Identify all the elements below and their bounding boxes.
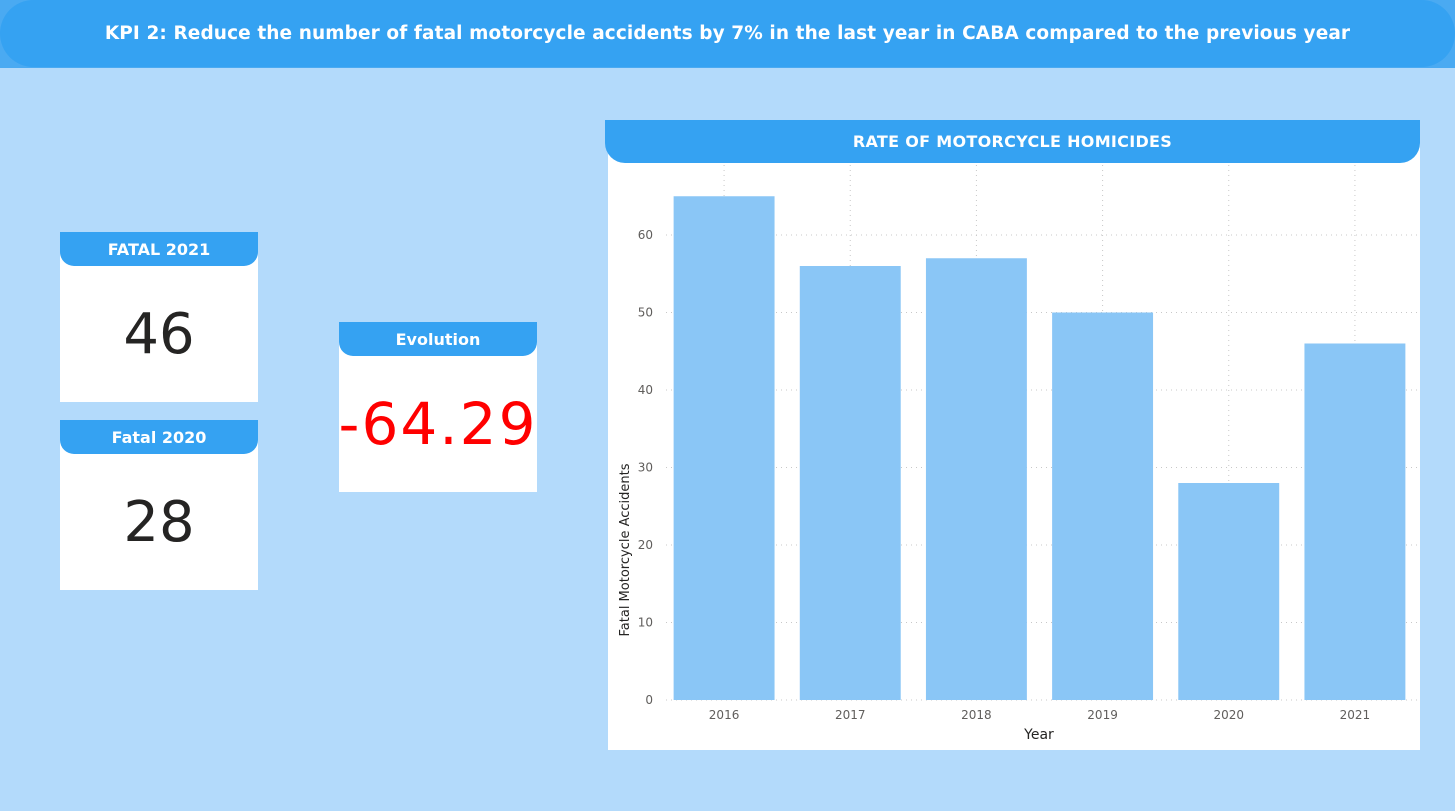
kpi-card-header: Evolution <box>339 322 537 356</box>
x-axis-label: Year <box>1023 727 1054 743</box>
bar-2018[interactable] <box>925 258 1027 700</box>
bar-chart[interactable]: 0 10 20 30 40 50 60 2016 2017 2018 2019 2020 2021 F… <box>608 120 1420 750</box>
kpi-value-evolution: -64.29 <box>338 390 538 458</box>
y-tick-label: 10 <box>638 616 653 630</box>
y-tick-label: 30 <box>638 461 653 475</box>
kpi-value-fatal-2021: 46 <box>123 301 195 367</box>
x-tick-label: 2021 <box>1340 708 1371 722</box>
y-tick-label: 20 <box>638 538 653 552</box>
bar-2021[interactable] <box>1304 343 1406 701</box>
chart-title: RATE OF MOTORCYCLE HOMICIDES <box>605 120 1420 163</box>
x-tick-label: 2017 <box>835 708 866 722</box>
y-axis-ticks: 0 10 20 30 40 50 60 <box>638 228 653 707</box>
x-tick-label: 2016 <box>709 708 740 722</box>
x-tick-label: 2019 <box>1087 708 1118 722</box>
y-tick-label: 0 <box>645 693 653 707</box>
x-tick-label: 2020 <box>1213 708 1244 722</box>
kpi-card-fatal-2020[interactable]: Fatal 2020 28 <box>60 420 258 590</box>
x-axis-ticks: 2016 2017 2018 2019 2020 2021 <box>709 708 1370 722</box>
bar-2019[interactable] <box>1052 312 1154 701</box>
y-axis-label: Fatal Motorcycle Accidents <box>618 463 633 636</box>
header-band: KPI 2: Reduce the number of fatal motorc… <box>0 0 1455 68</box>
page-title: KPI 2: Reduce the number of fatal motorc… <box>104 23 1351 44</box>
kpi-card-header: FATAL 2021 <box>60 232 258 266</box>
bar-2017[interactable] <box>799 266 901 700</box>
bar-chart-card[interactable]: RATE OF MOTORCYCLE HOMICIDES 0 10 20 30 40 50… <box>605 120 1420 750</box>
y-tick-label: 40 <box>638 383 653 397</box>
y-tick-label: 60 <box>638 228 653 242</box>
bar-layer <box>673 196 1406 701</box>
kpi-card-fatal-2021[interactable]: FATAL 2021 46 <box>60 232 258 402</box>
bar-2016[interactable] <box>673 196 775 700</box>
bar-2020[interactable] <box>1178 483 1280 700</box>
kpi-value-fatal-2020: 28 <box>123 489 195 555</box>
kpi-card-header: Fatal 2020 <box>60 420 258 454</box>
kpi-card-evolution[interactable]: Evolution -64.29 <box>339 322 537 492</box>
x-tick-label: 2018 <box>961 708 992 722</box>
y-tick-label: 50 <box>638 306 653 320</box>
header-banner: KPI 2: Reduce the number of fatal motorc… <box>0 0 1455 67</box>
